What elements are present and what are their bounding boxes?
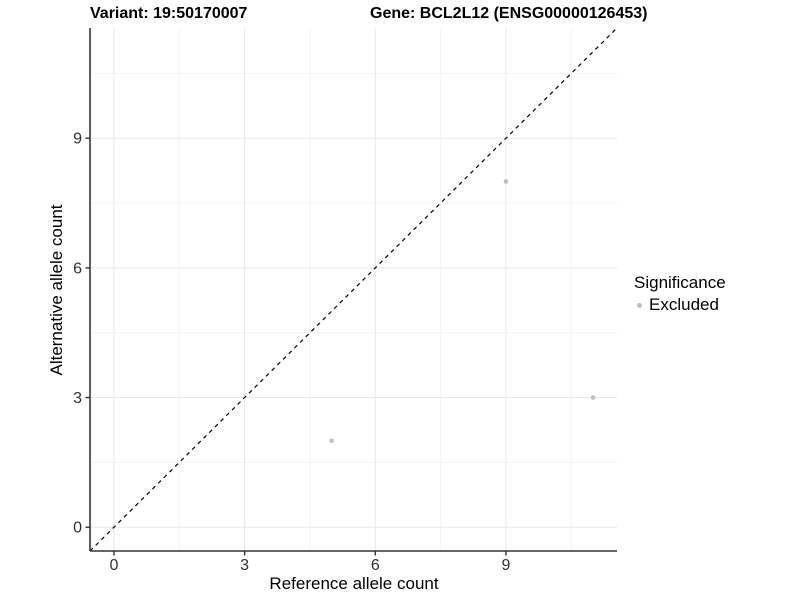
legend-item: Excluded (637, 295, 726, 315)
plot-title-gene: Gene: BCL2L12 (ENSG00000126453) (370, 5, 648, 22)
y-tick-label: 9 (73, 131, 82, 148)
data-point (329, 438, 335, 444)
plot-title-variant: Variant: 19:50170007 (90, 5, 248, 22)
legend-items: Excluded (634, 295, 726, 315)
y-tick-label: 0 (73, 520, 82, 537)
x-tick-label: 6 (371, 557, 380, 574)
data-point (503, 179, 509, 184)
y-tick-label: 3 (73, 390, 82, 407)
legend: Significance Excluded (634, 273, 726, 315)
x-axis-label: Reference allele count (269, 574, 439, 593)
legend-point-icon (637, 302, 642, 308)
x-tick-label: 9 (501, 557, 510, 574)
identity-line (89, 27, 618, 552)
y-axis-label: Alternative allele count (47, 204, 66, 376)
legend-item-label: Excluded (649, 295, 719, 314)
legend-title: Significance (634, 273, 726, 292)
x-tick-label: 3 (240, 557, 249, 574)
y-tick-label: 6 (73, 260, 82, 277)
data-point (590, 395, 596, 400)
x-tick-label: 0 (110, 557, 119, 574)
